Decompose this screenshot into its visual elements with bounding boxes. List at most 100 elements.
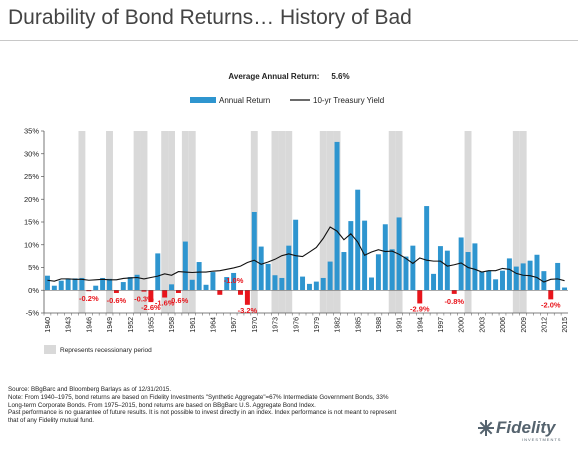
bar-2006 [500,270,505,291]
bar-2013 [548,290,554,300]
bar-2003 [479,271,485,291]
recession-band [271,131,279,313]
bar-2007 [506,258,512,291]
bar-2005 [493,279,499,291]
recession-band [106,131,113,313]
x-tick-label: 2003 [479,317,486,333]
bar-1981 [327,261,333,291]
negative-label-1994: -2.9% [410,304,430,313]
recession-band [78,131,86,313]
bar-1953 [134,274,140,291]
bond-returns-chart: Annual Return 10-yr Treasury Yield -5% 0% 5… [24,96,569,354]
legend-label-annual-return: Annual Return [219,96,270,105]
y-tick-label: 10% [24,240,39,249]
y-tick-label: 15% [24,218,39,227]
bar-1970 [251,211,257,291]
bar-1994 [417,290,423,304]
recession-band [168,131,175,313]
x-tick-label: 1961 [190,317,197,333]
y-tick-label: 0% [28,286,39,295]
bar-1979 [313,281,319,291]
bar-1955 [148,290,154,303]
y-tick-label: 20% [24,195,39,204]
bar-1958 [169,284,175,291]
x-tick-label: 1967 [231,317,238,333]
bar-1952 [127,277,133,291]
negative-label-1957: -1.6% [155,299,175,308]
bar-1940 [44,275,50,291]
recession-band [512,131,520,313]
treasury-yield-series [47,226,565,283]
logo-subtitle: INVESTMENTS [522,437,562,442]
recession-band [519,131,527,313]
title-divider [0,40,578,41]
negative-label-1954: -0.3% [134,295,154,304]
bar-1954 [141,290,147,292]
x-tick-label: 1988 [376,317,383,333]
bar-1962 [196,262,202,291]
chart-legend: Annual Return 10-yr Treasury Yield [190,96,384,105]
bar-1973 [272,275,278,291]
negative-label-2013: -2.0% [541,300,561,309]
bar-1950 [113,290,119,293]
logo-wordmark: Fidelity [496,418,556,437]
bar-1995 [424,206,430,291]
bar-1969 [244,290,250,305]
bar-1987 [369,277,374,291]
treasury-yield-line [47,226,565,283]
bar-1961 [189,279,195,291]
y-tick-label: 25% [24,172,39,181]
bar-1945 [79,277,85,291]
bar-1983 [341,252,347,291]
x-tick-label: 1973 [273,317,280,333]
negative-label-1967: -1.0% [224,276,244,285]
recession-band [161,131,169,313]
x-tick-label: 1994 [417,317,424,333]
fidelity-logo: Fidelity INVESTMENTS [478,418,570,442]
recession-band [388,131,396,313]
bar-1946 [86,290,92,292]
bar-1993 [410,245,416,291]
source-line: Past performance is no guarantee of futu… [8,409,397,417]
bar-1971 [258,246,264,291]
source-line: Source: BBgBarc and Bloomberg Barlays as… [8,386,172,393]
average-return-value: 5.6% [331,72,350,81]
x-tick-label: 1949 [107,317,114,333]
x-tick-label: 2006 [500,317,507,333]
bar-1959 [175,290,181,293]
bar-1984 [348,221,354,291]
bar-1947 [93,285,99,291]
page-title: Durability of Bond Returns… History of B… [8,6,412,29]
bar-1988 [375,254,381,291]
recession-band [181,131,189,313]
x-tick-label: 1979 [314,317,321,333]
bar-1964 [210,272,216,291]
annual-return-bars [44,141,568,305]
x-tick-label: 2015 [562,317,569,333]
bar-1968 [238,290,243,295]
bar-1978 [306,283,312,291]
bar-1948 [100,277,106,291]
recession-note-text: Represents recessionary period [60,347,152,354]
x-tick-label: 1982 [335,317,342,333]
average-return-label: Average Annual Return: 5.6% [0,72,578,81]
x-tick-label: 1955 [148,317,155,333]
negative-label-1999: -0.8% [444,297,464,306]
bar-1941 [51,285,57,291]
bar-1951 [120,282,126,291]
x-tick-label: 1952 [128,317,135,333]
x-tick-label: 1976 [293,317,300,333]
bar-1974 [279,277,285,291]
recession-band [278,131,286,313]
x-tick-label: 2012 [541,317,548,333]
source-line: Long-term Corporate Bonds. From 1975–201… [8,401,316,409]
bar-1992 [403,256,409,291]
recession-note-swatch [44,345,56,354]
x-tick-label: 1970 [252,317,259,333]
bar-1963 [203,284,209,291]
recession-note: Represents recessionary period [44,345,152,354]
y-tick-label: 5% [28,263,39,272]
negative-label-1946: -0.2% [79,294,99,303]
x-tick-label: 2009 [521,317,528,333]
x-tick-label: 1991 [397,317,404,333]
